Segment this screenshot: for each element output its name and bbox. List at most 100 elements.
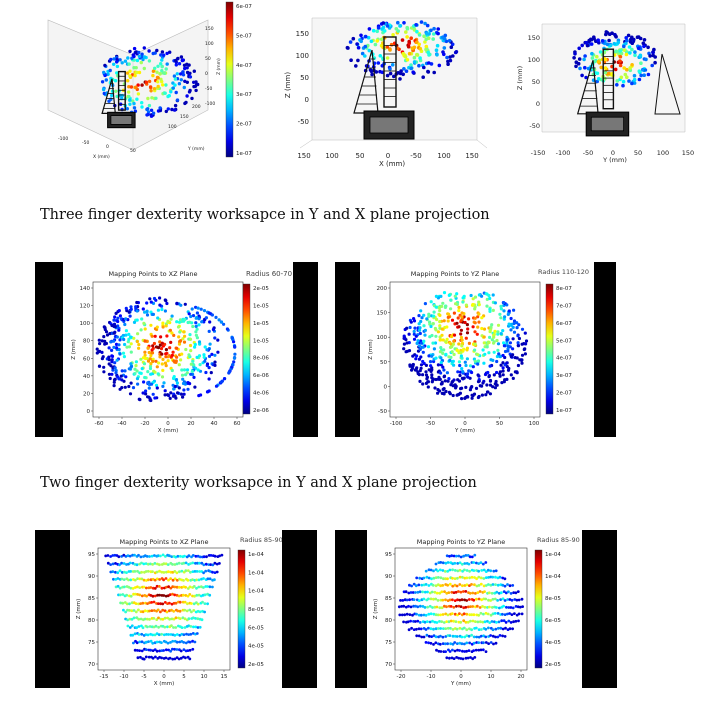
- data-point: [428, 360, 433, 364]
- data-point: [502, 590, 506, 593]
- data-point: [129, 381, 133, 385]
- data-point: [508, 341, 512, 345]
- data-point: [632, 73, 637, 78]
- data-point: [467, 634, 471, 638]
- data-point: [460, 341, 465, 345]
- data-point: [198, 570, 201, 573]
- z-tick-label: 150: [205, 26, 214, 32]
- data-point: [168, 593, 172, 596]
- data-point: [132, 616, 136, 620]
- data-point: [144, 80, 149, 84]
- data-point: [134, 602, 138, 605]
- data-point: [159, 610, 162, 614]
- caption-three-finger: Three finger dexterity worksapce in Y an…: [40, 207, 490, 223]
- data-point: [441, 584, 445, 587]
- x-axis-label: Y (mm): [450, 681, 471, 687]
- data-point: [189, 625, 193, 628]
- data-point: [151, 577, 155, 581]
- data-point: [453, 583, 457, 587]
- data-point: [145, 555, 149, 558]
- data-point: [431, 606, 434, 609]
- data-point: [155, 386, 159, 390]
- data-point: [472, 649, 475, 652]
- data-point: [165, 51, 169, 56]
- data-point: [416, 605, 420, 609]
- data-point: [438, 324, 442, 328]
- data-point: [163, 601, 167, 604]
- data-point: [160, 570, 164, 574]
- data-point: [111, 368, 115, 372]
- data-point: [149, 323, 153, 327]
- data-point: [220, 553, 224, 557]
- data-point: [507, 322, 511, 326]
- data-point: [423, 620, 427, 624]
- data-point: [577, 46, 581, 51]
- data-point: [163, 393, 167, 397]
- data-point: [422, 339, 426, 343]
- data-point: [178, 318, 182, 322]
- data-point: [586, 66, 591, 71]
- data-point: [111, 570, 115, 573]
- data-point: [480, 569, 484, 572]
- data-point: [430, 577, 433, 581]
- data-point: [405, 58, 410, 62]
- data-point: [154, 624, 158, 628]
- data-point: [202, 586, 205, 589]
- data-point: [491, 634, 495, 638]
- z-axis-label: Z (mm): [216, 58, 222, 75]
- data-point: [475, 641, 479, 644]
- data-point: [171, 657, 175, 661]
- data-point: [436, 576, 440, 579]
- data-point: [477, 613, 481, 617]
- data-point: [216, 350, 220, 354]
- data-point: [151, 641, 155, 645]
- data-point: [119, 601, 122, 605]
- data-point: [630, 63, 634, 67]
- data-point: [139, 602, 142, 605]
- data-point: [503, 577, 507, 581]
- data-point: [501, 373, 505, 377]
- data-point: [182, 648, 186, 651]
- chart-title: Mapping Points to XZ Plane: [120, 538, 209, 546]
- data-point: [435, 591, 439, 595]
- data-point: [653, 55, 657, 59]
- data-point: [135, 563, 139, 567]
- x-tick-label: -100: [556, 149, 571, 157]
- x-tick-label: 0: [459, 674, 463, 680]
- data-point: [452, 657, 456, 660]
- z-tick-label: -100: [205, 101, 215, 107]
- data-point: [479, 561, 483, 564]
- data-point: [605, 42, 610, 47]
- data-point: [149, 353, 153, 358]
- y-tick-label: 85: [88, 596, 95, 602]
- data-point: [412, 628, 416, 631]
- y-tick-label: 60: [83, 356, 90, 362]
- data-point: [463, 562, 467, 565]
- y-tick-label: 75: [88, 640, 95, 646]
- data-point: [191, 314, 196, 318]
- data-point: [481, 620, 485, 624]
- data-point: [175, 633, 179, 636]
- data-point: [446, 62, 450, 66]
- y-tick-label: 90: [88, 574, 95, 580]
- data-point: [422, 313, 426, 317]
- data-point: [376, 61, 381, 65]
- data-point: [491, 612, 495, 616]
- data-point: [414, 604, 417, 608]
- data-point: [417, 314, 421, 318]
- data-point: [359, 39, 363, 44]
- data-point: [637, 77, 642, 82]
- x-axis-label: X (mm): [154, 681, 175, 687]
- data-point: [490, 591, 494, 595]
- data-point: [137, 343, 141, 347]
- data-point: [156, 346, 161, 350]
- data-point: [118, 563, 121, 567]
- y-tick-label: 200: [192, 104, 201, 110]
- data-point: [187, 633, 191, 636]
- data-point: [441, 635, 445, 639]
- data-point: [173, 593, 177, 597]
- data-point: [432, 314, 436, 318]
- data-point: [200, 618, 204, 622]
- data-point: [460, 397, 464, 401]
- data-point: [451, 393, 455, 398]
